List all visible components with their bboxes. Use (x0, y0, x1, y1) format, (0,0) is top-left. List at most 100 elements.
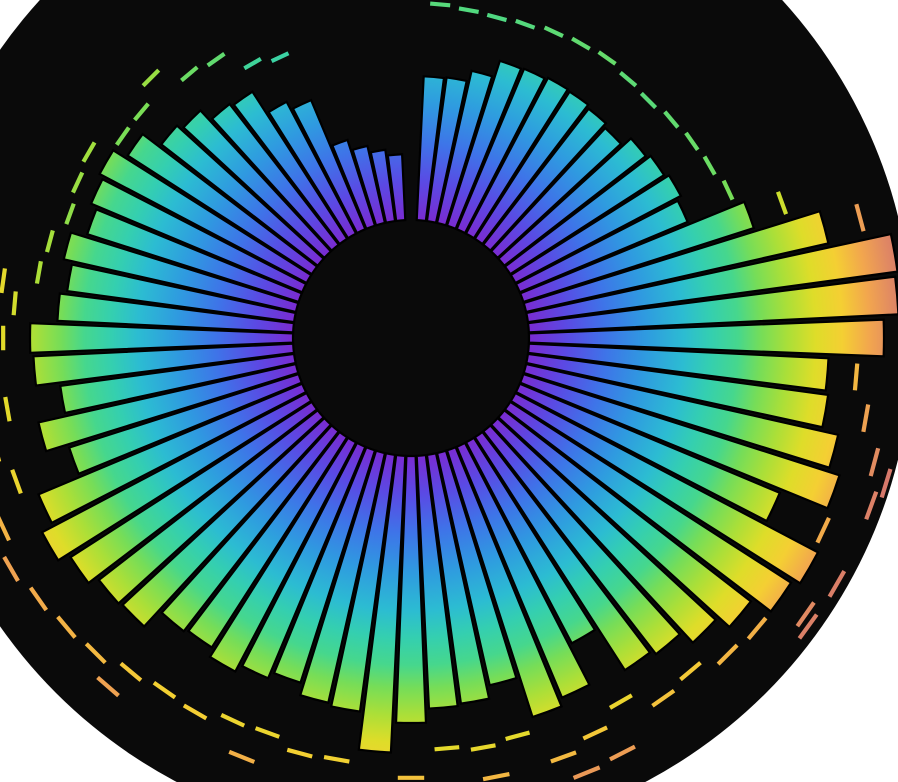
dash-marker (96, 675, 120, 698)
bar-segment (518, 200, 756, 304)
dash-marker (243, 57, 262, 71)
bar-segment (394, 454, 428, 725)
dash-marker (795, 601, 816, 628)
dash-marker (119, 661, 143, 682)
dash-marker (815, 516, 831, 544)
bar-segment (489, 416, 718, 645)
dash-marker (458, 6, 480, 15)
bar-segment (425, 76, 468, 224)
dash-marker (746, 616, 768, 641)
dash-marker (180, 65, 199, 83)
bar-segment (65, 263, 297, 324)
dash-marker (879, 468, 893, 499)
dash-marker (0, 268, 7, 294)
dash-marker (797, 613, 819, 640)
bar-segment (455, 67, 547, 235)
dash-marker (228, 749, 256, 764)
bar-segment (527, 318, 886, 358)
dash-marker (323, 755, 350, 764)
dash-marker (152, 680, 177, 700)
bar-segment (330, 138, 377, 231)
bar-segment (32, 342, 296, 387)
bar-segment (59, 352, 297, 415)
dash-marker (254, 726, 280, 739)
bar-segment (210, 102, 341, 253)
bar-segment (232, 90, 349, 246)
bar-segment (267, 100, 358, 240)
dash-marker (11, 291, 18, 316)
dash-marker (270, 51, 290, 64)
bar-segment (464, 436, 597, 645)
bar-segment (126, 132, 319, 276)
dash-marker (182, 703, 208, 721)
dash-marker (868, 447, 881, 477)
dash-marker (721, 179, 735, 201)
dash-marker (861, 404, 871, 433)
dash-marker (34, 260, 43, 284)
bar-segment (445, 59, 523, 231)
bar-segment (208, 436, 358, 674)
dash-marker (827, 570, 847, 598)
dash-marker (663, 110, 680, 129)
bar-segment (298, 449, 387, 705)
bar-segment (522, 362, 840, 470)
dash-marker (505, 730, 531, 742)
dash-marker (639, 91, 658, 110)
bar-segment (496, 408, 753, 629)
dash-marker (609, 744, 636, 762)
bar-segment (509, 173, 683, 285)
bar-segment (509, 391, 820, 585)
dash-marker (141, 68, 161, 88)
dash-marker (582, 725, 608, 741)
dash-marker (56, 615, 77, 639)
bar-segment (85, 207, 304, 304)
bar-segment (97, 408, 326, 606)
bar-segment (481, 423, 682, 656)
bar-segment (37, 382, 308, 525)
dash-marker (470, 743, 496, 752)
dash-marker (64, 202, 76, 225)
bar-segment (522, 209, 830, 314)
dash-marker (71, 171, 85, 194)
bar-segment (351, 144, 387, 227)
dash-marker (84, 642, 107, 665)
bar-segment (272, 445, 377, 685)
dash-marker (434, 745, 460, 752)
dash-marker (550, 750, 577, 764)
dash-marker (684, 131, 700, 151)
bar-segment (37, 362, 300, 453)
dash-marker (81, 141, 97, 163)
dash-marker (44, 229, 55, 253)
bar-segment (40, 391, 313, 562)
bar-segment (415, 75, 446, 223)
bar-segment (525, 232, 898, 324)
dash-marker (864, 490, 879, 521)
dash-marker (115, 126, 131, 147)
bar-segment (496, 136, 648, 268)
dash-marker (486, 12, 508, 23)
bar-segment (56, 292, 296, 334)
dash-marker (220, 713, 246, 728)
dash-marker (597, 50, 617, 66)
dash-marker (775, 191, 789, 215)
bar-segment (291, 98, 367, 235)
bar-segment (159, 124, 326, 268)
dash-marker (716, 643, 739, 666)
bar-segment (473, 90, 590, 246)
dash-marker (10, 469, 23, 495)
bar-segment (369, 148, 397, 224)
bar-segment (160, 423, 341, 633)
bar-segment (67, 372, 304, 476)
bar-segment (526, 342, 830, 392)
bar-segment (68, 400, 319, 585)
dash-marker (28, 586, 49, 612)
dash-marker (515, 18, 536, 30)
bar-segment (28, 322, 295, 354)
dash-marker (608, 693, 633, 710)
bar-segment (98, 148, 313, 285)
bar-segment (89, 177, 308, 294)
dash-marker (702, 155, 717, 176)
bar-segment (240, 441, 367, 680)
